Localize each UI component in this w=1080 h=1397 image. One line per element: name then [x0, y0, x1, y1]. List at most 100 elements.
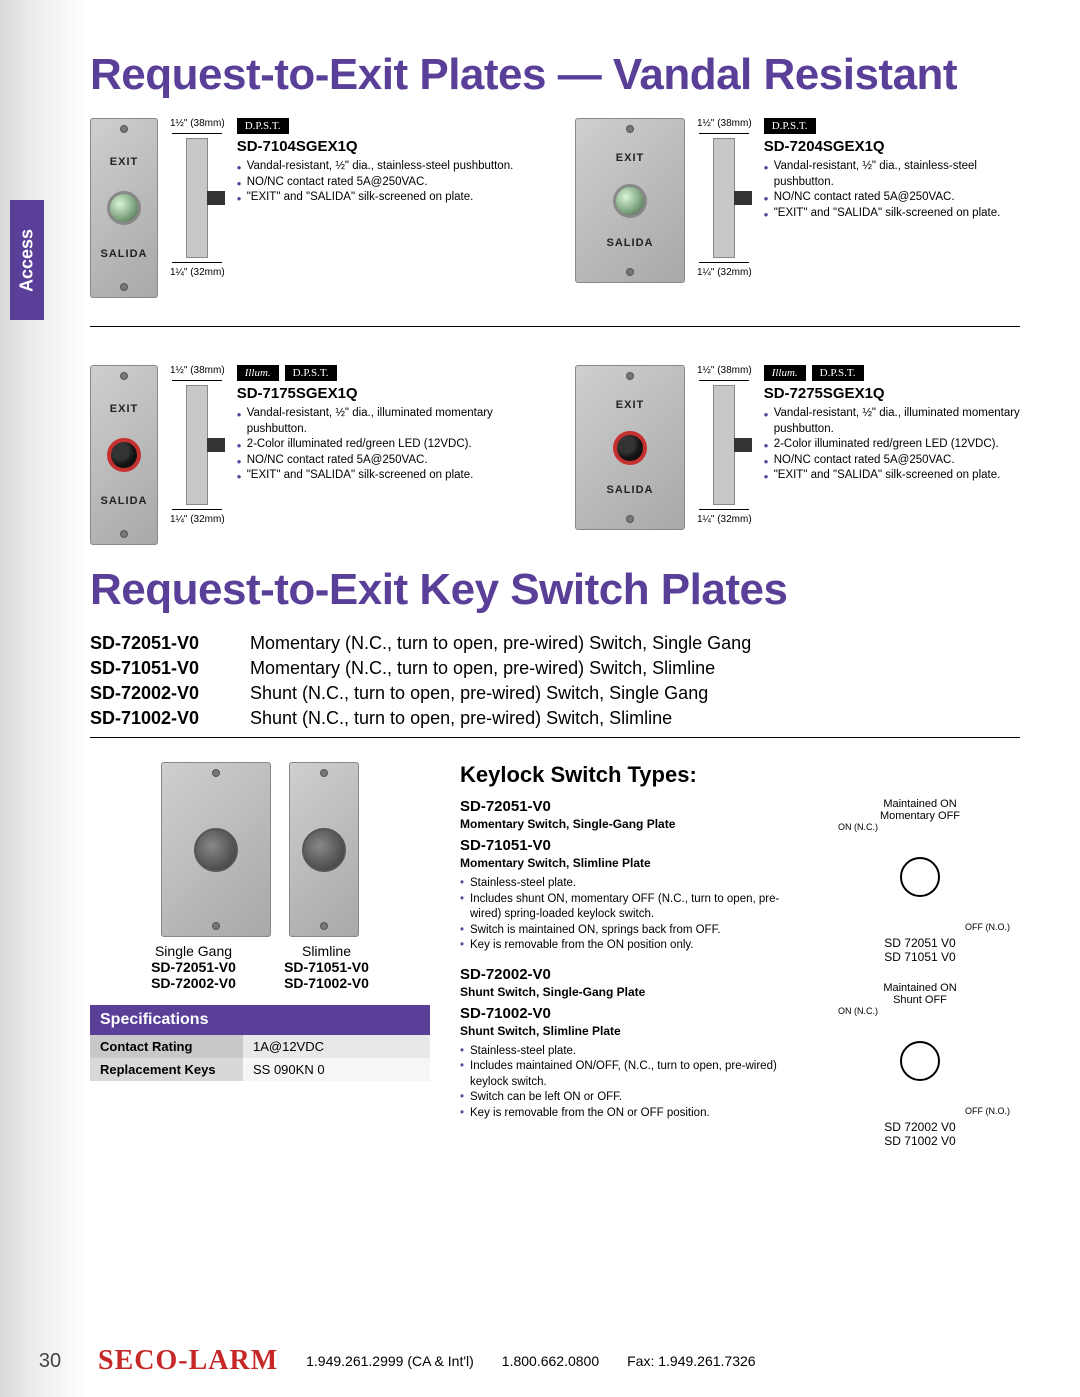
key-list-row: SD-72051-V0 Momentary (N.C., turn to ope… [90, 633, 1020, 654]
diag-line: Momentary OFF [820, 810, 1020, 822]
key-list-row: SD-72002-V0 Shunt (N.C., turn to open, p… [90, 683, 1020, 704]
sku-label: SD-71051-V0 [269, 959, 384, 975]
tag-illum: Illum. [237, 365, 279, 381]
subhead: Momentary Switch, Single-Gang Plate [460, 817, 810, 831]
product-sku: SD-7275SGEX1Q [764, 385, 1020, 402]
lower-right-col: Keylock Switch Types: SD-72051-V0 Moment… [460, 762, 1020, 1148]
feature-bullet: Key is removable from the ON position on… [460, 938, 810, 954]
separator [90, 326, 1020, 327]
plate-label-salida: SALIDA [607, 237, 654, 249]
exit-plate: EXIT SALIDA [575, 365, 685, 530]
product-sku: SD-7175SGEX1Q [237, 385, 535, 402]
dim-depth: 1¼" (32mm) [697, 267, 752, 278]
dimension-diagram: 1½" (38mm) 1¼" (32mm) [697, 365, 752, 525]
sku: SD-71002-V0 [460, 1005, 810, 1022]
catalog-page: Access Request-to-Exit Plates — Vandal R… [0, 0, 1080, 1397]
feature-bullet: Includes maintained ON/OFF, (N.C., turn … [460, 1059, 810, 1090]
exit-plate: EXIT SALIDA [575, 118, 685, 283]
diagram-column: Maintained ON Momentary OFF ON (N.C.) OF… [820, 798, 1020, 1148]
feature-bullet: NO/NC contact rated 5A@250VAC. [764, 453, 1020, 469]
feature-bullet: "EXIT" and "SALIDA" silk-screened on pla… [764, 468, 1020, 484]
lock-nut-icon [881, 1022, 959, 1100]
product-description: D.P.S.T. SD-7104SGEX1Q Vandal-resistant,… [237, 118, 535, 206]
product-description: Illum.D.P.S.T. SD-7175SGEX1Q Vandal-resi… [237, 365, 535, 484]
key-sku: SD-71051-V0 [90, 658, 230, 679]
product-sku: SD-7104SGEX1Q [237, 138, 535, 155]
feature-bullet: Vandal-resistant, ½" dia., illuminated m… [764, 406, 1020, 437]
tag-dpst: D.P.S.T. [764, 118, 816, 134]
heading-vandal: Request-to-Exit Plates — Vandal Resistan… [90, 50, 1020, 100]
spec-val: 1A@12VDC [243, 1035, 430, 1058]
sku-label: SD-72002-V0 [136, 975, 251, 991]
sku: SD-72002-V0 [460, 966, 810, 983]
key-desc: Shunt (N.C., turn to open, pre-wired) Sw… [250, 683, 708, 704]
feature-bullet: NO/NC contact rated 5A@250VAC. [764, 190, 1020, 206]
diag-on: ON (N.C.) [820, 1006, 1020, 1016]
brand-logo: SECO-LARM [98, 1345, 278, 1377]
caption-slimline: Slimline [269, 943, 384, 959]
diag-on: ON (N.C.) [820, 822, 1020, 832]
plate-slimline [289, 762, 359, 937]
tag-dpst: D.P.S.T. [237, 118, 289, 134]
page-footer: 30 SECO-LARM 1.949.261.2999 (CA & Int'l)… [0, 1345, 1080, 1377]
footer-phone: 1.800.662.0800 [502, 1353, 599, 1369]
product-sku: SD-7204SGEX1Q [764, 138, 1020, 155]
spec-key: Contact Rating [90, 1035, 243, 1058]
caption-single-gang: Single Gang [136, 943, 251, 959]
feature-bullet: Vandal-resistant, ½" dia., illuminated m… [237, 406, 535, 437]
page-number: 30 [30, 1350, 70, 1373]
pushbutton-icon [107, 191, 141, 225]
plate-label-salida: SALIDA [101, 248, 148, 260]
feature-bullet: Vandal-resistant, ½" dia., stainless-ste… [237, 159, 535, 175]
feature-bullet: Stainless-steel plate. [460, 1044, 810, 1060]
plate-label-exit: EXIT [110, 156, 138, 168]
plate-label-exit: EXIT [616, 152, 644, 164]
feature-bullet: Stainless-steel plate. [460, 876, 810, 892]
pushbutton-icon [107, 438, 141, 472]
diag-line: Maintained ON [820, 982, 1020, 994]
key-list-row: SD-71051-V0 Momentary (N.C., turn to ope… [90, 658, 1020, 679]
product-cell: EXIT SALIDA 1½" (38mm) 1¼" (32mm) Illum.… [575, 365, 1020, 545]
key-desc: Momentary (N.C., turn to open, pre-wired… [250, 658, 715, 679]
product-cell: EXIT SALIDA 1½" (38mm) 1¼" (32mm) D.P.S.… [90, 118, 535, 298]
diag-line: Maintained ON [820, 798, 1020, 810]
dimension-diagram: 1½" (38mm) 1¼" (32mm) [697, 118, 752, 278]
diag-off: OFF (N.O.) [820, 1106, 1020, 1116]
product-grid: EXIT SALIDA 1½" (38mm) 1¼" (32mm) D.P.S.… [90, 118, 1020, 545]
footer-phone: 1.949.261.2999 (CA & Int'l) [306, 1353, 474, 1369]
feature-bullet: NO/NC contact rated 5A@250VAC. [237, 453, 535, 469]
exit-plate: EXIT SALIDA [90, 118, 158, 298]
diag-off: OFF (N.O.) [820, 922, 1020, 932]
feature-bullet: "EXIT" and "SALIDA" silk-screened on pla… [237, 190, 535, 206]
dim-width: 1½" (38mm) [170, 118, 225, 129]
product-description: D.P.S.T. SD-7204SGEX1Q Vandal-resistant,… [764, 118, 1020, 221]
exit-plate: EXIT SALIDA [90, 365, 158, 545]
feature-bullet: 2-Color illuminated red/green LED (12VDC… [237, 437, 535, 453]
key-sku: SD-72051-V0 [90, 633, 230, 654]
plate-label-salida: SALIDA [607, 484, 654, 496]
diagram-shunt: Maintained ON Shunt OFF ON (N.C.) OFF (N… [820, 982, 1020, 1148]
diag-model: SD 71002 V0 [820, 1134, 1020, 1148]
diag-model: SD 71051 V0 [820, 950, 1020, 964]
pushbutton-icon [613, 431, 647, 465]
feature-bullet: "EXIT" and "SALIDA" silk-screened on pla… [237, 468, 535, 484]
plate-single-gang [161, 762, 271, 937]
subhead: Shunt Switch, Single-Gang Plate [460, 985, 810, 999]
separator [90, 737, 1020, 738]
feature-bullet: NO/NC contact rated 5A@250VAC. [237, 175, 535, 191]
dimension-diagram: 1½" (38mm) 1¼" (32mm) [170, 118, 225, 278]
product-cell: EXIT SALIDA 1½" (38mm) 1¼" (32mm) D.P.S.… [575, 118, 1020, 298]
feature-bullet: "EXIT" and "SALIDA" silk-screened on pla… [764, 206, 1020, 222]
feature-bullet: Includes shunt ON, momentary OFF (N.C., … [460, 892, 810, 923]
lower-left-col: Single Gang SD-72051-V0 SD-72002-V0 Slim… [90, 762, 430, 1148]
key-sku: SD-72002-V0 [90, 683, 230, 704]
dim-depth: 1¼" (32mm) [170, 267, 225, 278]
keylock-group-a: SD-72051-V0 Momentary Switch, Single-Gan… [460, 798, 810, 1148]
dim-width: 1½" (38mm) [697, 118, 752, 129]
spec-val: SS 090KN 0 [243, 1058, 430, 1081]
product-cell: EXIT SALIDA 1½" (38mm) 1¼" (32mm) Illum.… [90, 365, 535, 545]
pushbutton-icon [613, 184, 647, 218]
key-desc: Momentary (N.C., turn to open, pre-wired… [250, 633, 751, 654]
dim-width: 1½" (38mm) [697, 365, 752, 376]
diag-model: SD 72002 V0 [820, 1120, 1020, 1134]
